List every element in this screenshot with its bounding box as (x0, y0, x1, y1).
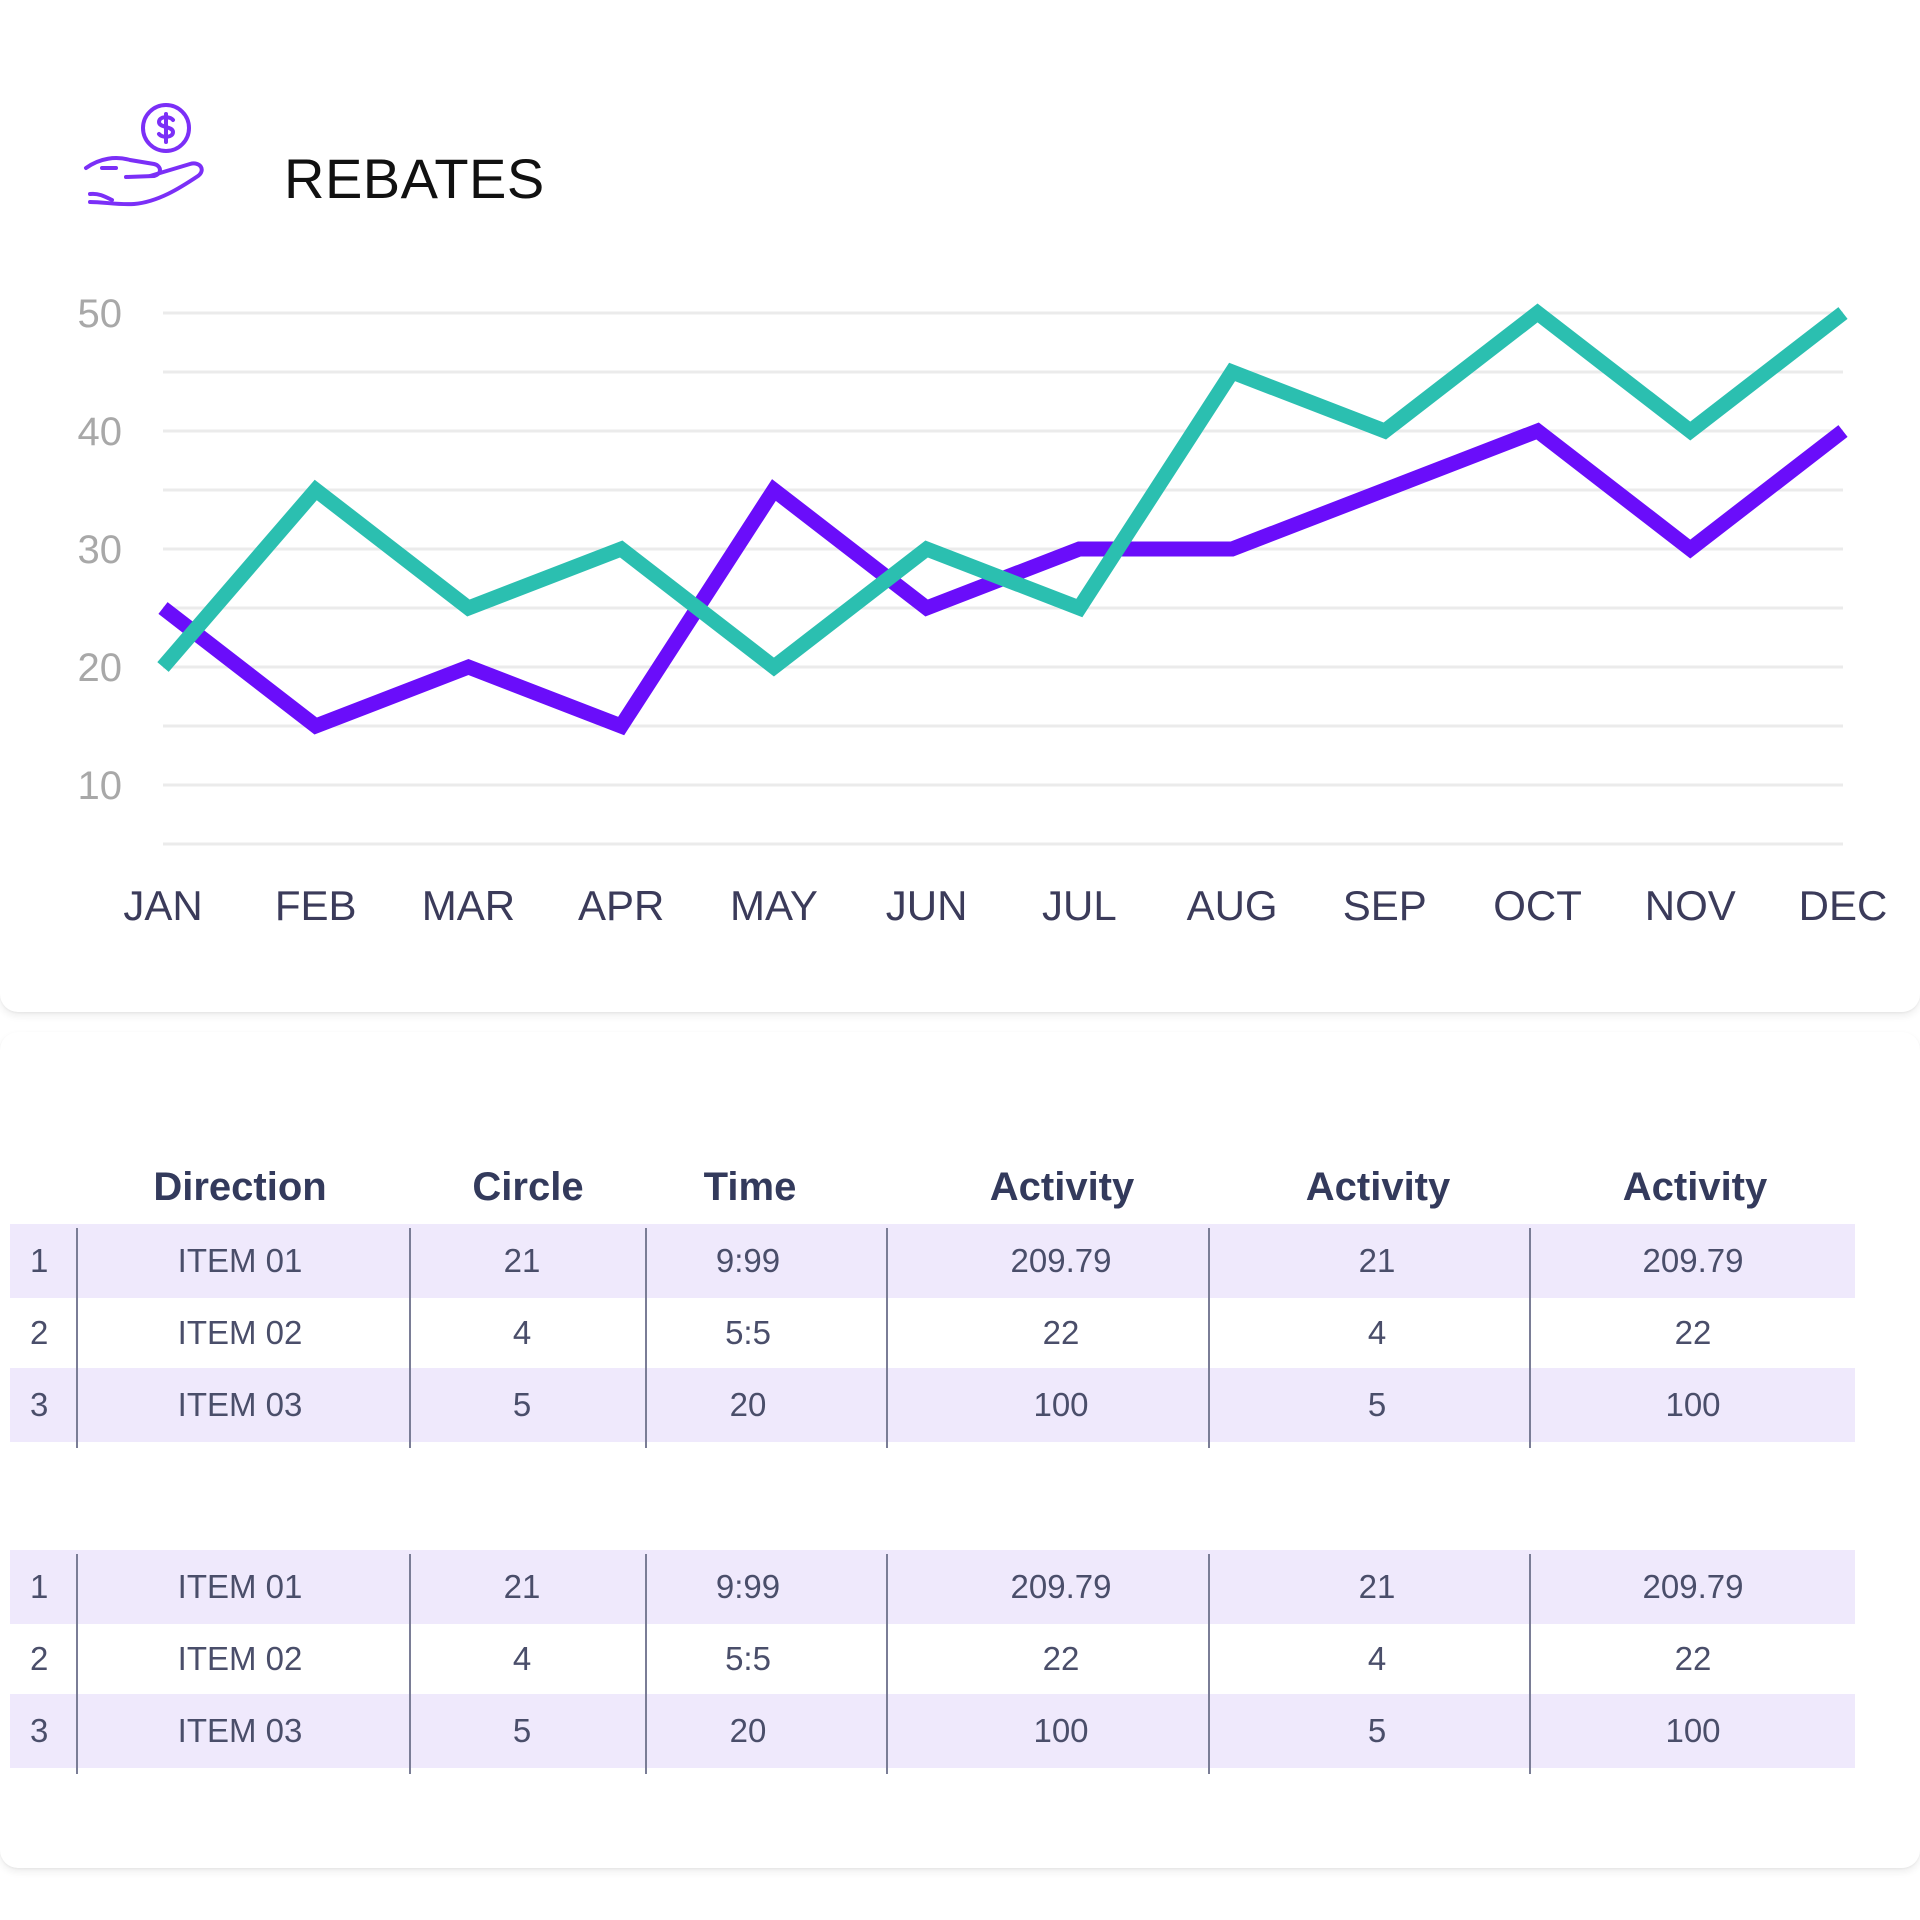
column-divider (886, 1228, 888, 1448)
row-index: 3 (30, 1386, 49, 1423)
row-index: 3 (30, 1712, 49, 1749)
table-cell: ITEM 02 (177, 1314, 303, 1351)
y-tick-label: 10 (78, 764, 123, 808)
y-tick-label: 30 (78, 528, 123, 572)
y-tick-label: 50 (78, 292, 123, 336)
row-index: 2 (30, 1640, 49, 1677)
gridlines (163, 311, 1843, 846)
chart-title: REBATES (284, 147, 545, 210)
x-tick-label: SEP (1343, 882, 1427, 929)
x-tick-label: MAR (422, 882, 515, 929)
column-divider (76, 1228, 78, 1448)
row-index: 1 (30, 1568, 49, 1605)
table-row (10, 1368, 1855, 1442)
row-index: 2 (30, 1314, 49, 1351)
column-divider (76, 1554, 78, 1774)
table-cell: 100 (1665, 1712, 1721, 1749)
table-cell: 21 (1358, 1568, 1396, 1605)
x-tick-label: MAY (730, 882, 818, 929)
x-axis: JAN FEB MAR APR MAY JUN JUL AUG SEP OCT NOV DEC (123, 882, 1887, 929)
table-cell: 4 (512, 1314, 532, 1351)
table-cell: ITEM 03 (177, 1712, 303, 1749)
table-row (10, 1550, 1855, 1624)
table-cell: 22 (1042, 1314, 1080, 1351)
table-cell: 5 (512, 1386, 532, 1423)
x-tick-label: OCT (1493, 882, 1582, 929)
table-cell: ITEM 02 (177, 1640, 303, 1677)
table-cell: 21 (503, 1568, 541, 1605)
x-tick-label: APR (578, 882, 664, 929)
column-header: Direction (153, 1165, 327, 1209)
table-cell: 209.79 (1010, 1242, 1112, 1279)
table-cell: 21 (1358, 1242, 1396, 1279)
x-tick-label: FEB (275, 882, 357, 929)
table-cell: 4 (512, 1640, 532, 1677)
table-cell: 100 (1665, 1386, 1721, 1423)
table-cell: 9:99 (715, 1568, 781, 1605)
x-tick-label: JUL (1042, 882, 1117, 929)
column-divider (645, 1228, 647, 1448)
table-cell: 5 (1367, 1386, 1387, 1423)
table-cell: ITEM 03 (177, 1386, 303, 1423)
column-divider (409, 1554, 411, 1774)
series-lines (157, 303, 1848, 736)
series-line-2 (157, 303, 1848, 677)
column-divider (886, 1554, 888, 1774)
column-divider (1529, 1554, 1531, 1774)
table-cell: 20 (729, 1386, 767, 1423)
table-cell: 5:5 (725, 1640, 771, 1677)
table-cell: 20 (729, 1712, 767, 1749)
row-index: 1 (30, 1242, 49, 1279)
x-tick-label: DEC (1799, 882, 1888, 929)
column-divider (1529, 1228, 1531, 1448)
x-tick-label: AUG (1187, 882, 1278, 929)
column-header: Activity (1305, 1165, 1451, 1209)
table-cell: 209.79 (1642, 1568, 1744, 1605)
column-header: Time (703, 1165, 797, 1209)
table-cell: 4 (1367, 1314, 1387, 1351)
column-header: Activity (1622, 1165, 1768, 1209)
table-cell: 100 (1033, 1712, 1089, 1749)
table-row (10, 1224, 1855, 1298)
table-cell: 209.79 (1642, 1242, 1744, 1279)
column-header: Activity (989, 1165, 1135, 1209)
table-cell: 5:5 (725, 1314, 771, 1351)
column-divider (409, 1228, 411, 1448)
table-row (10, 1694, 1855, 1768)
x-tick-label: JUN (886, 882, 968, 929)
line-chart: 10 20 30 40 50 JAN FEB MAR APR MAY JUN JUL AUG SEP OC… (78, 292, 1888, 929)
y-tick-label: 40 (78, 410, 123, 454)
table-cell: 22 (1674, 1640, 1712, 1677)
column-header: Circle (472, 1165, 584, 1209)
column-divider (1208, 1228, 1210, 1448)
y-tick-label: 20 (78, 646, 123, 690)
hand-holding-dollar-icon (84, 103, 204, 207)
table-cell: 9:99 (715, 1242, 781, 1279)
table-cell: ITEM 01 (177, 1242, 303, 1279)
table-cell: 22 (1042, 1640, 1080, 1677)
table-cell: 4 (1367, 1640, 1387, 1677)
table-cell: 5 (1367, 1712, 1387, 1749)
y-axis: 10 20 30 40 50 (78, 292, 123, 808)
table-cell: 209.79 (1010, 1568, 1112, 1605)
table-cell: 5 (512, 1712, 532, 1749)
table-cell: 100 (1033, 1386, 1089, 1423)
x-tick-label: JAN (123, 882, 202, 929)
table-cell: 22 (1674, 1314, 1712, 1351)
column-divider (645, 1554, 647, 1774)
table-cell: 21 (503, 1242, 541, 1279)
x-tick-label: NOV (1645, 882, 1736, 929)
column-divider (1208, 1554, 1210, 1774)
table-cell: ITEM 01 (177, 1568, 303, 1605)
